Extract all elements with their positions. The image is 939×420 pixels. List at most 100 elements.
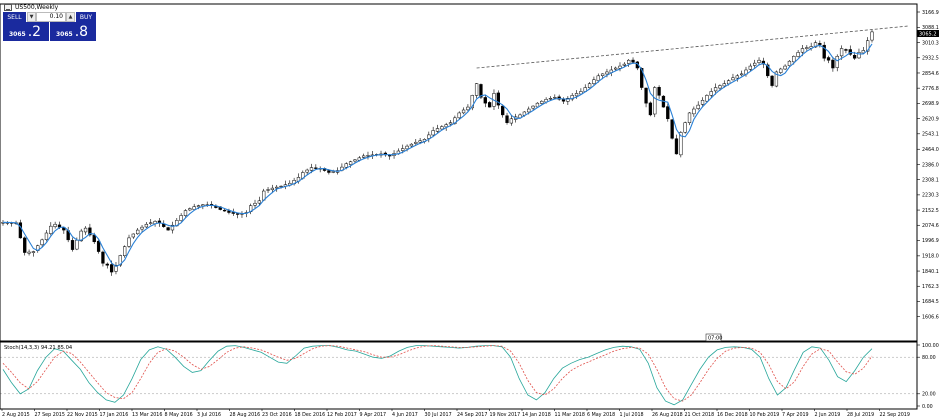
candle[interactable]: [705, 94, 709, 103]
candle[interactable]: [674, 134, 679, 155]
candle[interactable]: [231, 208, 235, 216]
candle[interactable]: [166, 226, 170, 231]
volume-input[interactable]: 0.10: [36, 12, 66, 22]
candle[interactable]: [431, 126, 435, 138]
candle[interactable]: [123, 245, 127, 258]
candle[interactable]: [179, 213, 183, 222]
candle[interactable]: [136, 227, 140, 235]
buy-button[interactable]: BUY: [76, 12, 96, 22]
candle[interactable]: [170, 221, 175, 234]
candle[interactable]: [531, 105, 535, 110]
candle[interactable]: [826, 55, 831, 64]
candle[interactable]: [644, 87, 648, 108]
candle[interactable]: [275, 184, 279, 192]
sell-price-button[interactable]: 3065 .2: [3, 22, 49, 41]
candle[interactable]: [496, 90, 500, 109]
candle[interactable]: [144, 221, 149, 229]
candle[interactable]: [83, 226, 88, 235]
candle[interactable]: [753, 59, 757, 69]
candle[interactable]: [235, 212, 240, 219]
candle[interactable]: [457, 111, 461, 120]
candle[interactable]: [266, 187, 270, 193]
candle[interactable]: [435, 124, 440, 134]
candle[interactable]: [127, 234, 131, 248]
candle[interactable]: [709, 88, 713, 98]
candle[interactable]: [613, 66, 618, 71]
candle[interactable]: [149, 219, 153, 226]
buy-price-button[interactable]: 3065 .8: [50, 22, 96, 41]
candle[interactable]: [44, 230, 49, 242]
candle[interactable]: [140, 224, 144, 233]
candle[interactable]: [687, 112, 692, 126]
candle[interactable]: [257, 196, 262, 206]
candle[interactable]: [866, 37, 870, 55]
candle[interactable]: [831, 56, 835, 72]
volume-increase-icon[interactable]: ▲: [66, 12, 75, 22]
candle[interactable]: [696, 101, 700, 111]
candle[interactable]: [779, 67, 783, 75]
candle[interactable]: [105, 262, 109, 269]
candle[interactable]: [88, 223, 92, 237]
candle[interactable]: [870, 29, 874, 43]
candle[interactable]: [735, 74, 739, 82]
candle[interactable]: [183, 209, 188, 218]
candle[interactable]: [653, 86, 657, 118]
trend-line[interactable]: [476, 25, 909, 69]
sell-button[interactable]: SELL: [3, 12, 26, 22]
candle[interactable]: [192, 203, 196, 211]
candle[interactable]: [731, 73, 735, 81]
candle[interactable]: [700, 97, 705, 108]
candle[interactable]: [648, 101, 653, 117]
candle[interactable]: [757, 57, 761, 66]
candle[interactable]: [683, 121, 687, 134]
candle[interactable]: [101, 250, 105, 267]
candle[interactable]: [40, 238, 44, 247]
candle[interactable]: [566, 96, 570, 105]
candle[interactable]: [23, 236, 27, 256]
candle[interactable]: [640, 67, 644, 90]
candle[interactable]: [627, 59, 631, 67]
stochastic-plot[interactable]: [0, 345, 917, 406]
candle[interactable]: [657, 85, 661, 99]
candle[interactable]: [49, 222, 53, 236]
candle[interactable]: [835, 54, 839, 72]
candle[interactable]: [783, 64, 787, 70]
candle[interactable]: [670, 119, 674, 140]
candle[interactable]: [509, 114, 514, 126]
candle[interactable]: [96, 238, 101, 254]
candle[interactable]: [427, 131, 431, 143]
candle[interactable]: [366, 151, 370, 160]
candle[interactable]: [440, 125, 444, 130]
candle[interactable]: [314, 164, 318, 170]
moving-average-line[interactable]: [2, 43, 873, 268]
candle[interactable]: [774, 70, 779, 88]
candle[interactable]: [253, 199, 257, 210]
candle[interactable]: [692, 106, 696, 117]
candle[interactable]: [188, 207, 192, 212]
candle[interactable]: [505, 112, 509, 125]
candle[interactable]: [787, 59, 792, 67]
candle[interactable]: [587, 82, 592, 89]
candle[interactable]: [740, 70, 744, 77]
candle[interactable]: [444, 122, 448, 131]
candle[interactable]: [361, 153, 366, 159]
candle[interactable]: [348, 160, 353, 168]
candle[interactable]: [466, 104, 470, 113]
candle[interactable]: [822, 41, 826, 62]
candle[interactable]: [713, 83, 718, 95]
candle[interactable]: [861, 47, 865, 55]
stoch-main-line[interactable]: [2, 345, 873, 406]
candle[interactable]: [844, 48, 848, 54]
candle[interactable]: [592, 76, 596, 86]
candle[interactable]: [748, 63, 752, 71]
candle[interactable]: [131, 233, 135, 239]
candle[interactable]: [474, 83, 479, 99]
candle[interactable]: [305, 168, 309, 176]
candle[interactable]: [666, 102, 670, 122]
candle[interactable]: [487, 101, 492, 108]
candle[interactable]: [818, 40, 822, 48]
candle[interactable]: [53, 221, 57, 229]
candle[interactable]: [461, 107, 466, 115]
candle[interactable]: [839, 45, 844, 60]
